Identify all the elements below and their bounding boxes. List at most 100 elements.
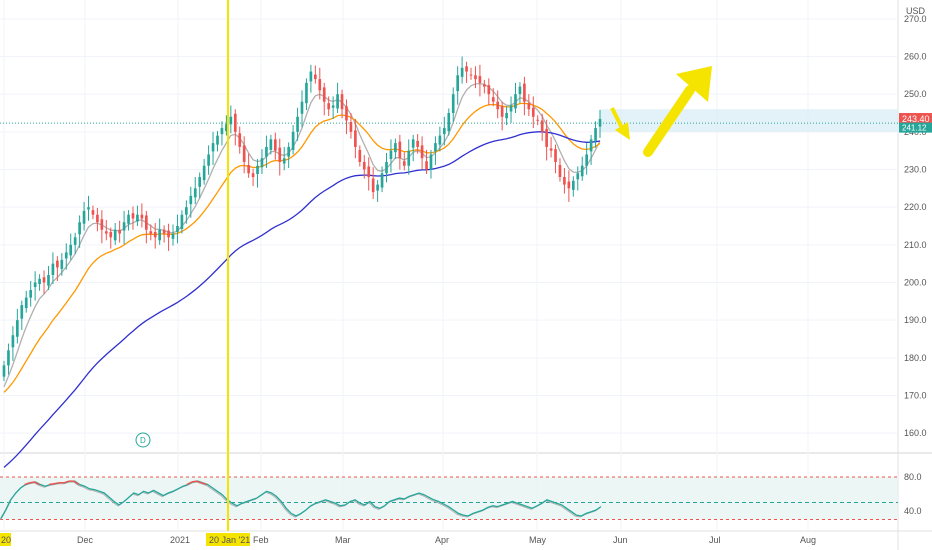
candle-body[interactable]: [171, 233, 175, 239]
candle-body[interactable]: [447, 113, 451, 132]
dividend-badge[interactable]: D: [135, 432, 151, 448]
candle-body[interactable]: [265, 146, 268, 157]
candle-body[interactable]: [469, 74, 473, 76]
candle-body[interactable]: [42, 277, 46, 283]
candle-body[interactable]: [238, 133, 242, 147]
candle-body[interactable]: [225, 124, 228, 132]
candle-body[interactable]: [523, 83, 526, 102]
candle-body[interactable]: [87, 207, 90, 210]
candle-body[interactable]: [416, 140, 419, 147]
candle-body[interactable]: [140, 214, 144, 219]
candle-body[interactable]: [220, 128, 224, 135]
candle-body[interactable]: [211, 143, 215, 152]
time-axis[interactable]: 20 Dec 2021 20 Jan '21 Feb Mar Apr May Jun Jul Aug: [0, 533, 816, 546]
candle-body[interactable]: [514, 94, 517, 109]
candle-body[interactable]: [429, 154, 433, 170]
candle-body[interactable]: [291, 131, 295, 150]
candle-body[interactable]: [336, 94, 339, 109]
candle-body[interactable]: [442, 128, 446, 135]
candle-body[interactable]: [394, 143, 397, 153]
rsi-line[interactable]: [0, 480, 602, 519]
candle-body[interactable]: [64, 252, 68, 259]
candle-body[interactable]: [233, 113, 237, 132]
candle-body[interactable]: [131, 213, 135, 219]
candle-body[interactable]: [438, 135, 442, 145]
candle-body[interactable]: [207, 154, 210, 166]
candle-body[interactable]: [411, 139, 415, 148]
candle-body[interactable]: [371, 178, 375, 193]
candle-body[interactable]: [491, 97, 495, 102]
candle-body[interactable]: [545, 128, 548, 147]
candle-body[interactable]: [78, 222, 81, 235]
candle-body[interactable]: [229, 116, 233, 125]
candle-body[interactable]: [322, 87, 326, 102]
candle-body[interactable]: [487, 85, 491, 95]
candle-body[interactable]: [216, 135, 219, 145]
candle-body[interactable]: [2, 365, 6, 377]
candle-body[interactable]: [478, 76, 482, 83]
candle-body[interactable]: [104, 231, 108, 234]
candle-body[interactable]: [376, 184, 379, 191]
candlestick-series[interactable]: [2, 56, 602, 382]
candle-body[interactable]: [518, 86, 522, 95]
candle-body[interactable]: [305, 82, 308, 104]
candle-body[interactable]: [167, 230, 170, 238]
candle-body[interactable]: [7, 350, 10, 366]
candle-body[interactable]: [340, 94, 344, 110]
candle-body[interactable]: [598, 119, 602, 127]
candle-body[interactable]: [144, 215, 148, 230]
candle-body[interactable]: [380, 173, 384, 188]
candle-body[interactable]: [33, 282, 37, 288]
candle-body[interactable]: [202, 165, 206, 181]
candle-body[interactable]: [300, 101, 304, 114]
candle-body[interactable]: [24, 297, 28, 309]
candle-body[interactable]: [576, 173, 580, 180]
candle-body[interactable]: [296, 116, 299, 132]
candle-body[interactable]: [451, 94, 455, 113]
candle-body[interactable]: [256, 165, 259, 175]
candle-body[interactable]: [158, 229, 162, 241]
candle-body[interactable]: [314, 74, 317, 80]
candle-body[interactable]: [198, 177, 202, 187]
candle-body[interactable]: [251, 173, 255, 178]
candle-body[interactable]: [189, 195, 193, 205]
candle-body[interactable]: [51, 263, 55, 275]
candle-body[interactable]: [185, 207, 188, 215]
candle-body[interactable]: [247, 164, 250, 174]
candle-body[interactable]: [260, 158, 264, 168]
candle-body[interactable]: [580, 165, 584, 177]
candle-body[interactable]: [109, 232, 113, 238]
candle-body[interactable]: [100, 219, 104, 230]
candle-body[interactable]: [113, 229, 117, 241]
candle-body[interactable]: [474, 75, 477, 80]
candle-body[interactable]: [327, 103, 331, 110]
candle-body[interactable]: [589, 139, 593, 152]
candle-body[interactable]: [460, 67, 464, 77]
candle-body[interactable]: [127, 214, 130, 224]
candle-body[interactable]: [162, 229, 166, 234]
candle-body[interactable]: [242, 145, 246, 162]
candle-body[interactable]: [358, 149, 362, 162]
candle-body[interactable]: [496, 101, 500, 110]
down-arrow-head[interactable]: [615, 122, 630, 140]
candle-body[interactable]: [505, 113, 508, 119]
annotations[interactable]: [227, 0, 712, 531]
candle-body[interactable]: [554, 149, 557, 162]
candle-body[interactable]: [180, 214, 184, 230]
candle-body[interactable]: [176, 226, 179, 233]
candle-body[interactable]: [594, 128, 597, 141]
candle-body[interactable]: [420, 145, 424, 159]
candle-body[interactable]: [585, 154, 588, 166]
candle-body[interactable]: [269, 139, 273, 150]
up-arrow-shaft[interactable]: [643, 85, 695, 157]
candle-body[interactable]: [193, 188, 197, 198]
candle-body[interactable]: [362, 161, 366, 170]
candle-body[interactable]: [29, 290, 33, 298]
candle-body[interactable]: [425, 161, 428, 170]
candle-body[interactable]: [527, 103, 531, 110]
candle-body[interactable]: [500, 106, 504, 117]
candle-body[interactable]: [38, 278, 41, 285]
price-axis[interactable]: 160.0 170.0 180.0 190.0 200.0 210.0 220.0 230.0…: [899, 14, 932, 438]
candle-body[interactable]: [118, 229, 121, 234]
